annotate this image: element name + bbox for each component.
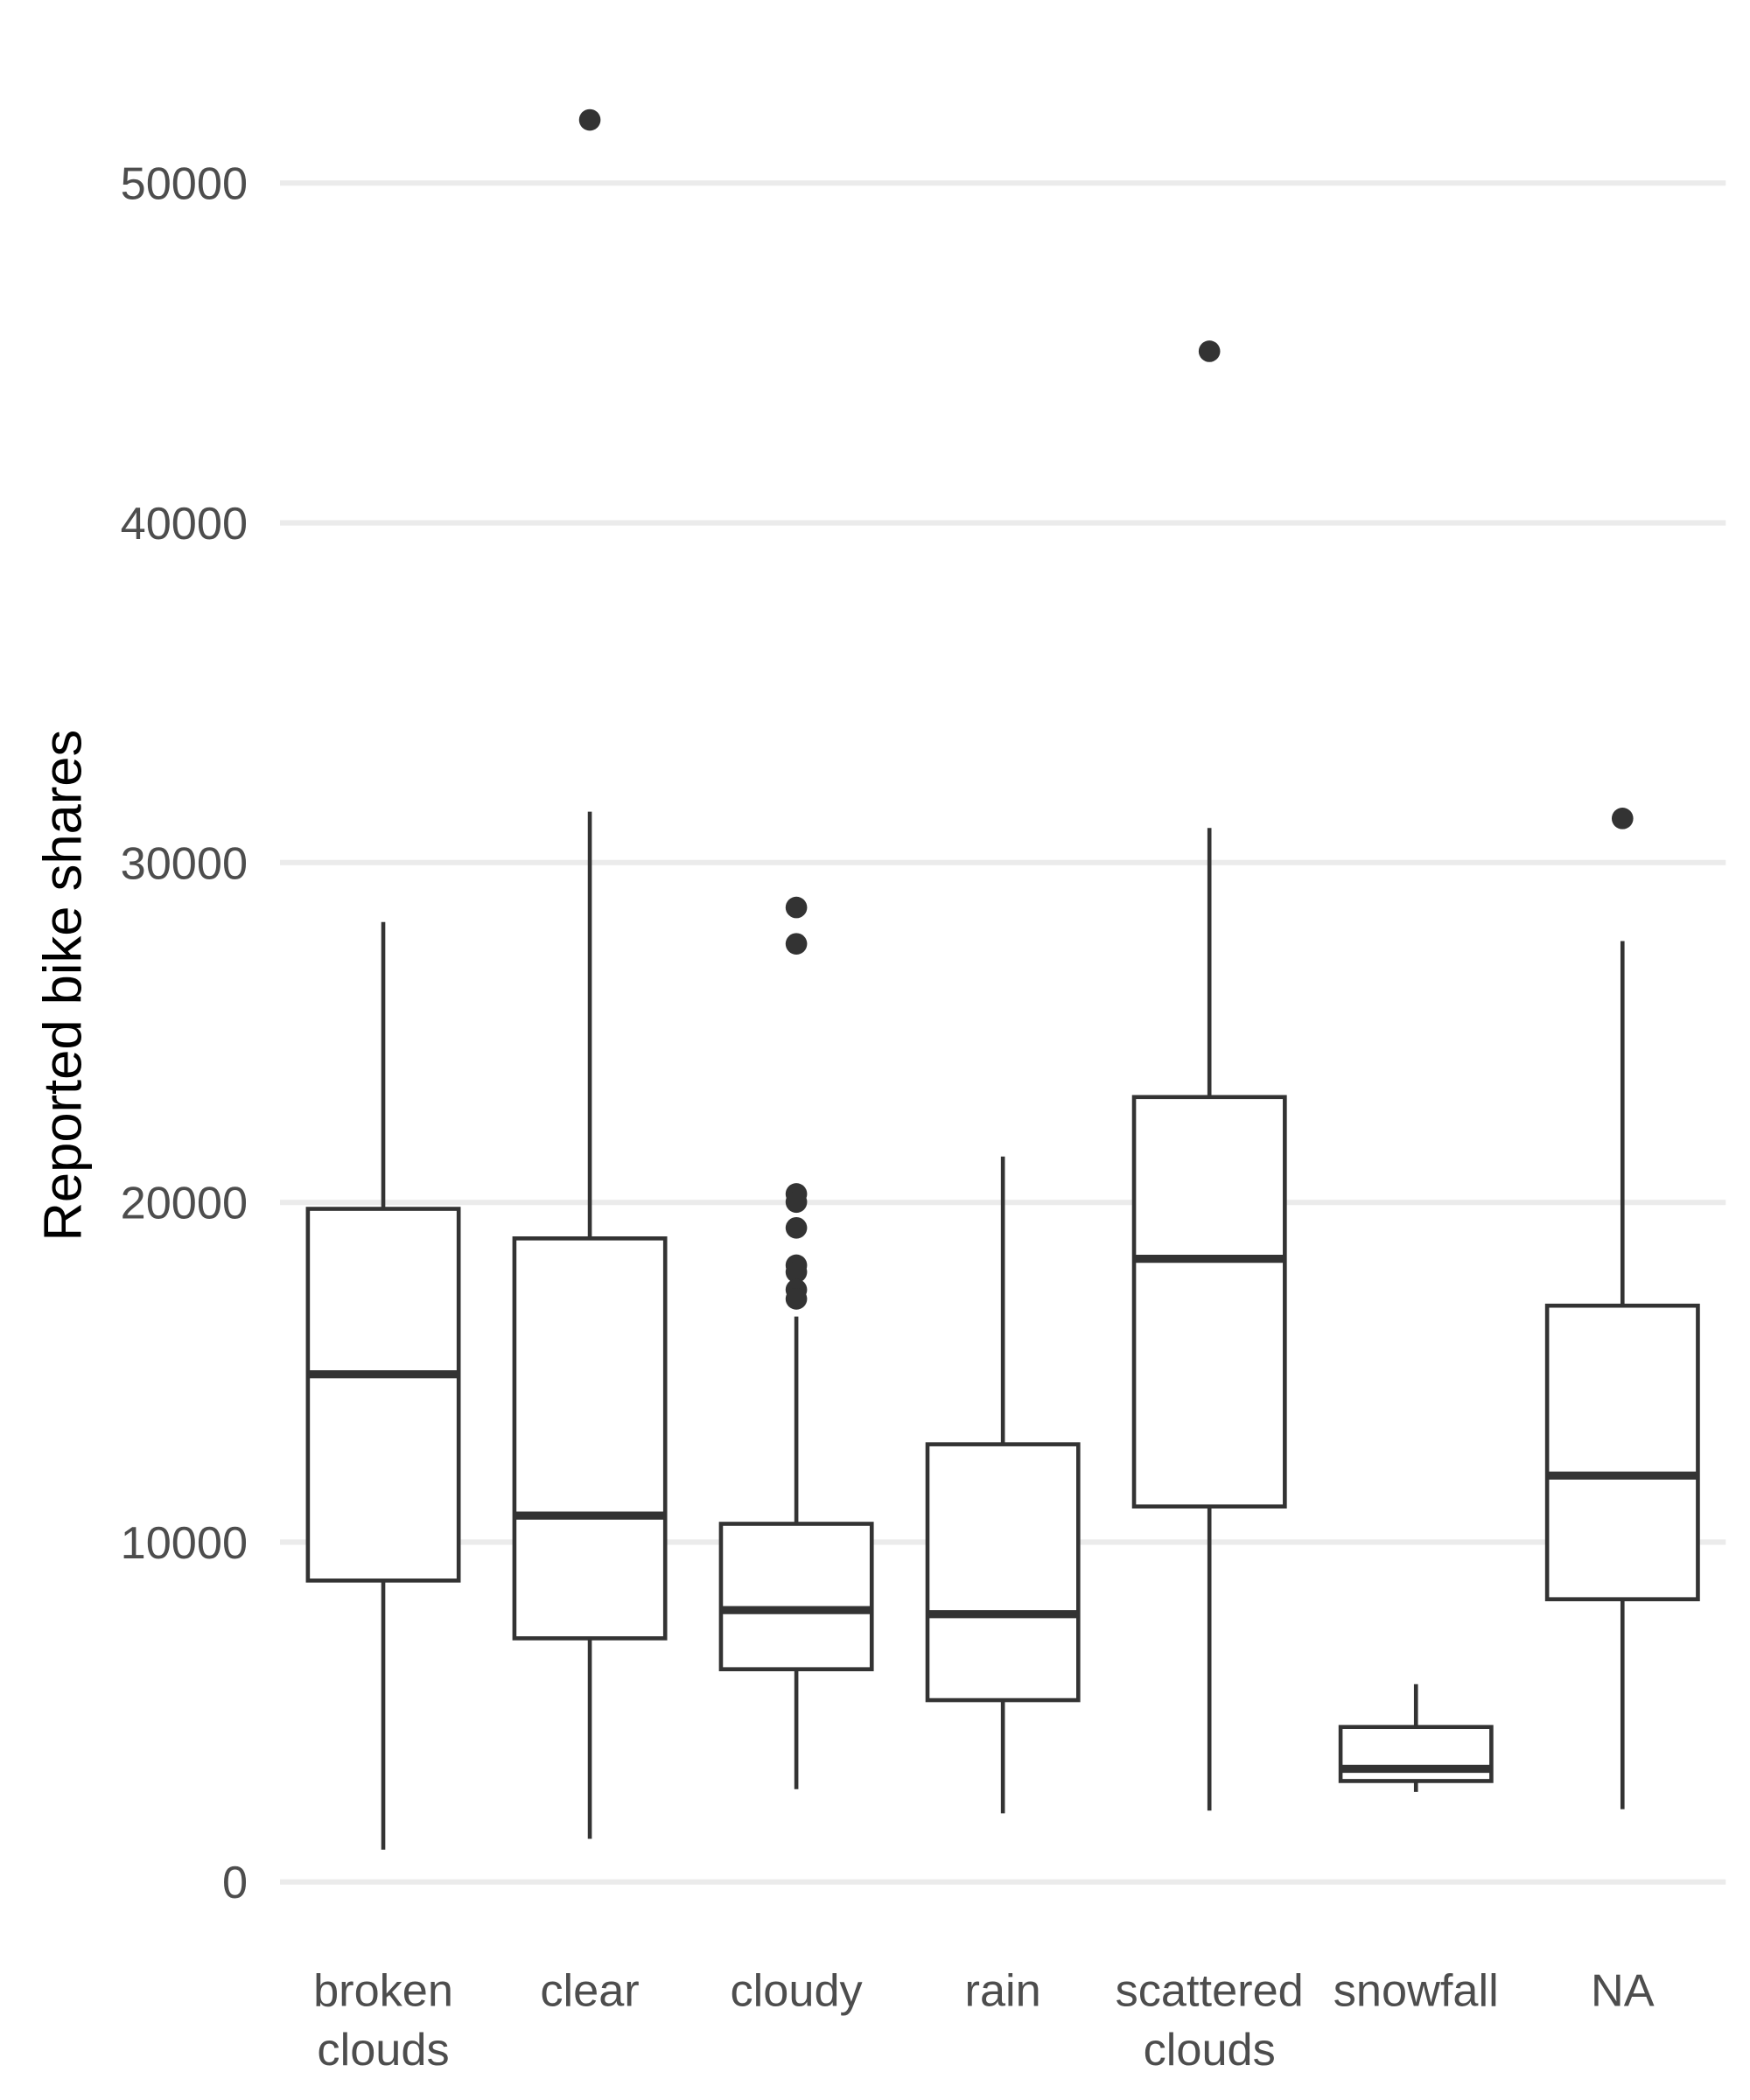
outlier-point — [785, 1216, 808, 1239]
y-tick-label: 0 — [222, 1858, 248, 1908]
box — [1544, 1303, 1700, 1602]
box-group — [718, 896, 874, 1789]
x-tick-label: clouds — [1144, 2025, 1276, 2076]
box — [1338, 1725, 1494, 1783]
box — [1131, 1095, 1287, 1508]
y-tick-label: 50000 — [121, 159, 248, 210]
x-tick-label: NA — [1591, 1965, 1655, 2016]
box-group — [925, 1156, 1081, 1814]
x-axis-ticks: broken clouds clear cloudy rain scattered clou… — [313, 1965, 1655, 2076]
y-tick-label: 40000 — [121, 499, 248, 550]
x-tick-label: clouds — [317, 2025, 449, 2076]
boxes — [305, 108, 1700, 1850]
box — [718, 1522, 874, 1671]
outlier-point — [785, 1288, 808, 1310]
outlier-point — [785, 896, 808, 919]
outlier-point — [785, 1261, 808, 1284]
outlier-point — [1611, 808, 1634, 830]
x-tick-label: clear — [540, 1965, 639, 2016]
outlier-point — [1198, 340, 1221, 362]
y-axis-ticks: 0 10000 20000 30000 40000 50000 — [121, 159, 248, 1909]
box-group — [1544, 808, 1700, 1810]
box-group — [1131, 340, 1287, 1811]
box-group — [512, 108, 668, 1839]
outlier-point — [578, 108, 601, 131]
box-group — [1338, 1684, 1494, 1792]
box-group — [305, 921, 461, 1850]
box — [305, 1207, 461, 1583]
y-tick-label: 10000 — [121, 1518, 248, 1569]
x-tick-label: snowfall — [1334, 1965, 1499, 2016]
x-tick-label: cloudy — [731, 1965, 864, 2016]
x-tick-label: broken — [313, 1965, 453, 2016]
y-tick-label: 30000 — [121, 838, 248, 889]
outlier-point — [785, 1191, 808, 1214]
x-tick-label: rain — [965, 1965, 1041, 2016]
outlier-point — [785, 933, 808, 955]
x-tick-label: scattered — [1116, 1965, 1304, 2016]
y-axis-label: Reported bike shares — [32, 730, 93, 1242]
y-tick-label: 20000 — [121, 1179, 248, 1229]
box — [925, 1442, 1081, 1703]
box — [512, 1236, 668, 1641]
